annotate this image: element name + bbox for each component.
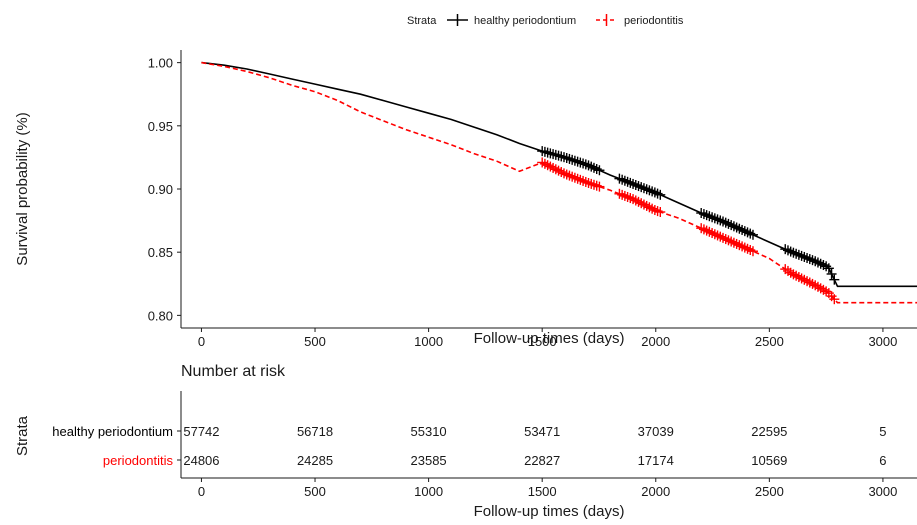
risk-table-strata-label: Strata: [14, 415, 31, 456]
censor-marks-periodontitis: [537, 157, 840, 305]
censor-marks-healthy-periodontium: [537, 146, 840, 285]
y-tick-label: 0.85: [148, 245, 173, 260]
risk-cell: 5: [879, 424, 886, 439]
risk-cell: 6: [879, 453, 886, 468]
y-axis-label: Survival probability (%): [14, 112, 31, 265]
x-tick-label: 3000: [868, 334, 897, 349]
legend-key-healthy-periodontium: [447, 14, 468, 26]
x-ticks: 0 500 1000 1500 2000 2500 3000: [198, 328, 897, 349]
risk-cell: 37039: [638, 424, 674, 439]
risk-x-tick-label: 500: [304, 484, 326, 499]
x-tick-label: 1000: [414, 334, 443, 349]
legend-label-healthy-periodontium: healthy periodontium: [474, 15, 576, 27]
x-tick-label: 2000: [641, 334, 670, 349]
legend-title: Strata: [407, 15, 437, 27]
risk-cell: 53471: [524, 424, 560, 439]
y-tick-label: 1.00: [148, 56, 173, 71]
risk-table-x-ticks: 0 500 1000 1500 2000 2500 3000: [198, 478, 897, 499]
risk-x-tick-label: 3000: [868, 484, 897, 499]
risk-row-label: periodontitis: [103, 453, 174, 468]
risk-table-rows: healthy periodontium 57742 56718 55310 53471…: [52, 424, 886, 468]
y-tick-label: 0.90: [148, 182, 173, 197]
risk-row-label: healthy periodontium: [52, 424, 173, 439]
risk-x-tick-label: 2000: [641, 484, 670, 499]
risk-cell: 22595: [751, 424, 787, 439]
series-line-periodontitis: [201, 61, 917, 304]
risk-cell: 55310: [411, 424, 447, 439]
y-axis: 0.80 0.85 0.90 0.95 1.00: [148, 50, 182, 328]
x-axis: 0 500 1000 1500 2000 2500 3000: [181, 327, 917, 349]
risk-table-x-axis-label: Follow-up times (days): [474, 503, 625, 520]
y-tick-label: 0.95: [148, 119, 173, 134]
risk-cell: 56718: [297, 424, 333, 439]
risk-x-tick-label: 1000: [414, 484, 443, 499]
risk-cell: 10569: [751, 453, 787, 468]
x-tick-label: 500: [304, 334, 326, 349]
legend-label-periodontitis: periodontitis: [624, 15, 684, 27]
risk-cell: 24285: [297, 453, 333, 468]
y-ticks: 0.80 0.85 0.90 0.95 1.00: [148, 56, 181, 323]
x-tick-label: 0: [198, 334, 205, 349]
legend: Strata healthy periodontium periodontiti…: [407, 14, 684, 27]
risk-cell: 57742: [183, 424, 219, 439]
risk-cell: 24806: [183, 453, 219, 468]
x-tick-label: 1500: [528, 334, 557, 349]
risk-x-tick-label: 2500: [755, 484, 784, 499]
y-tick-label: 0.80: [148, 308, 173, 323]
risk-cell: 17174: [638, 453, 674, 468]
risk-cell: 22827: [524, 453, 560, 468]
risk-cell: 23585: [411, 453, 447, 468]
legend-key-periodontitis: [596, 14, 617, 26]
x-tick-label: 2500: [755, 334, 784, 349]
plot-area: [201, 61, 917, 305]
risk-x-tick-label: 0: [198, 484, 205, 499]
x-axis-label: Follow-up times (days): [474, 330, 625, 347]
risk-table-title: Number at risk: [181, 363, 286, 380]
risk-x-tick-label: 1500: [528, 484, 557, 499]
